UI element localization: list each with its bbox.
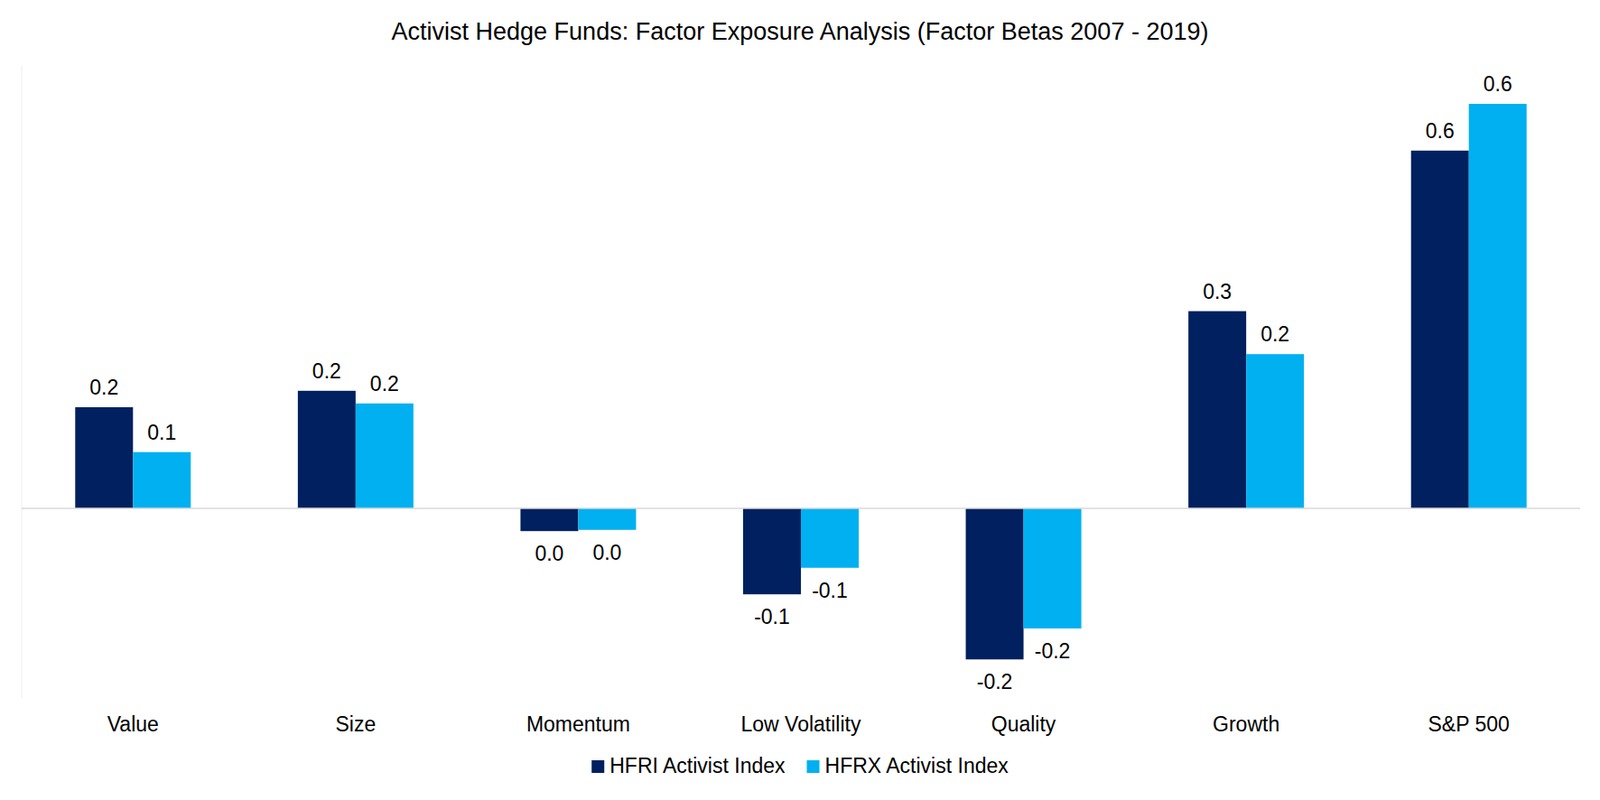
title: Activist Hedge Funds: Factor Exposure An… [391, 18, 1210, 46]
category-label: Low Volatility [741, 712, 862, 736]
data-label: -0.1 [811, 578, 848, 603]
data-label: 0.6 [1483, 72, 1513, 96]
category-label: Growth [1212, 712, 1280, 736]
bar [355, 403, 414, 509]
data-label: -0.2 [1034, 639, 1071, 663]
category-label: S&P 500 [1428, 712, 1510, 736]
chart: Activist Hedge Funds: Factor Exposure An… [0, 0, 1600, 800]
bar [743, 508, 801, 595]
legend-swatch [591, 760, 605, 773]
bar [1023, 508, 1082, 629]
bars [74, 103, 1526, 660]
legend-swatch [807, 760, 820, 773]
category-label: Size [334, 712, 376, 736]
bar [74, 407, 133, 509]
legend-item: HFRX Activist Index [807, 753, 1010, 778]
bar [577, 508, 636, 531]
data-label: 0.1 [147, 420, 177, 445]
bar [1188, 311, 1247, 509]
data-label: -0.1 [753, 604, 791, 629]
bar [800, 508, 859, 568]
legend-label: HFRX Activist Index [825, 753, 1010, 778]
data-label: 0.3 [1202, 279, 1232, 304]
zero-line [21, 507, 1581, 510]
bar [1246, 353, 1304, 509]
data-label: 0.2 [1260, 322, 1290, 346]
data-label: 0.2 [89, 375, 119, 400]
y-axis-line [21, 65, 23, 698]
bar [520, 508, 578, 531]
legend: HFRI Activist Index HFRX Activist Index [591, 753, 1009, 778]
bar [297, 390, 356, 509]
category-label: Value [107, 712, 159, 736]
category-label: Momentum [526, 712, 631, 736]
data-label: 0.6 [1425, 119, 1455, 143]
data-label: 0.0 [534, 541, 564, 566]
bar [966, 508, 1024, 660]
data-label: 0.0 [592, 540, 622, 565]
data-label: 0.2 [312, 359, 342, 383]
bar [132, 452, 191, 509]
bar [1469, 103, 1527, 509]
legend-label: HFRI Activist Index [609, 753, 786, 778]
data-label: 0.2 [370, 372, 400, 396]
category-label: Quality [991, 712, 1057, 736]
data-label: -0.2 [976, 669, 1014, 694]
legend-item: HFRI Activist Index [591, 753, 786, 778]
bar [1411, 150, 1470, 509]
